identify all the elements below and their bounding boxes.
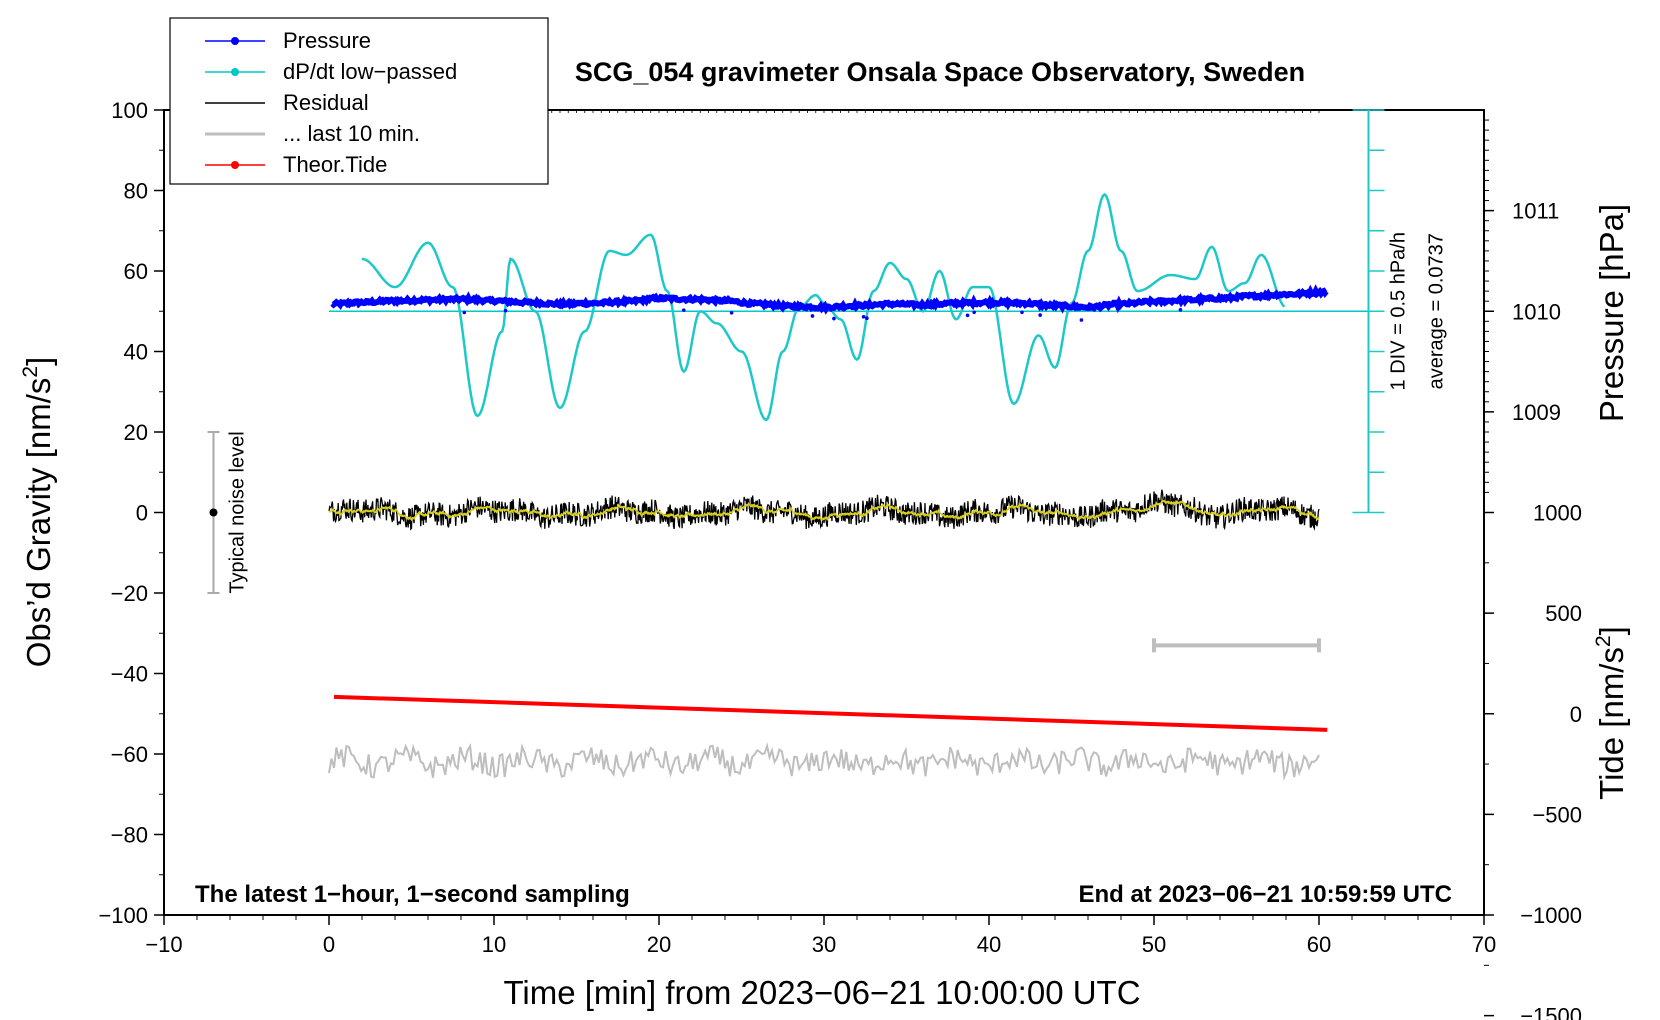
y-tick-label: −100 bbox=[98, 903, 148, 928]
legend-box bbox=[169, 17, 549, 185]
y-tick-label: −80 bbox=[111, 823, 148, 848]
noise-bar-dot bbox=[209, 508, 218, 517]
noise-label: Typical noise level bbox=[227, 431, 249, 593]
y-tick-label: −40 bbox=[111, 662, 148, 687]
legend: Pressure dP/dt low−passed Residual ... last… bbox=[169, 17, 549, 185]
tide-axis: −1500 −1000 −500 0 500 1000 bbox=[1484, 501, 1582, 1020]
x-axis-title: Time [min] from 2023−06−21 10:00:00 UTC bbox=[503, 974, 1140, 1011]
y-tick-label: 80 bbox=[124, 179, 148, 204]
x-tick-label: 70 bbox=[1472, 932, 1496, 957]
tide-title-main: Tide [nm/s bbox=[1593, 647, 1630, 800]
y-title-end: ] bbox=[20, 357, 57, 366]
pressure-axis: 1009 1010 1011 bbox=[1484, 119, 1561, 493]
pressure-dot bbox=[681, 308, 686, 312]
pressure-tick-label: 1010 bbox=[1512, 299, 1561, 324]
tide-tick-label: 500 bbox=[1545, 601, 1582, 626]
dpdt-scale-label: 1 DIV = 0.5 hPa/h bbox=[1388, 232, 1410, 390]
y-tick-label: 60 bbox=[124, 259, 148, 284]
pressure-dot bbox=[972, 310, 976, 315]
x-tick-label: 60 bbox=[1307, 932, 1331, 957]
x-tick-label: −10 bbox=[145, 932, 182, 957]
last-10-min-bar bbox=[1152, 638, 1321, 653]
dpdt-scale-bar bbox=[1352, 109, 1385, 514]
annotation-bottom-right: End at 2023−06−21 10:59:59 UTC bbox=[1078, 881, 1452, 908]
pressure-dot bbox=[1079, 318, 1084, 322]
tide-axis-title: Tide [nm/s2] bbox=[1592, 626, 1630, 800]
pressure-dot bbox=[1178, 308, 1183, 312]
y-tick-label: 40 bbox=[124, 340, 148, 365]
tide-tick-label: −500 bbox=[1532, 802, 1582, 827]
legend-label: ... last 10 min. bbox=[283, 121, 420, 146]
x-tick-label: 30 bbox=[812, 932, 836, 957]
pressure-series bbox=[330, 284, 1329, 315]
legend-label: Theor.Tide bbox=[283, 152, 387, 177]
y-axis-title-left: Obs’d Gravity [nm/s2] bbox=[19, 357, 57, 668]
dpdt-series bbox=[361, 192, 1286, 422]
pressure-outlier-dots bbox=[462, 308, 1183, 322]
pressure-dot bbox=[810, 314, 815, 318]
tide-title-sup: 2 bbox=[1592, 635, 1615, 647]
x-axis: −10 0 10 20 30 40 50 60 70 bbox=[145, 110, 1496, 957]
pressure-dot bbox=[965, 313, 970, 318]
residual-smoothed bbox=[328, 499, 1320, 522]
pressure-dot bbox=[503, 308, 508, 313]
tide-series bbox=[333, 694, 1328, 732]
residual-series bbox=[328, 489, 1320, 531]
dpdt-average-label: average = 0.0737 bbox=[1426, 233, 1448, 389]
noise-bar bbox=[207, 431, 220, 594]
x-tick-label: 50 bbox=[1142, 932, 1166, 957]
x-tick-label: 40 bbox=[977, 932, 1001, 957]
legend-label: dP/dt low−passed bbox=[283, 59, 457, 84]
legend-marker bbox=[231, 161, 239, 169]
tide-tick-label: −1000 bbox=[1520, 903, 1582, 928]
y-title-sup: 2 bbox=[19, 366, 42, 378]
pressure-dot bbox=[729, 311, 734, 315]
x-tick-label: 0 bbox=[323, 932, 335, 957]
legend-label: Residual bbox=[283, 90, 369, 115]
last-10-min-series bbox=[328, 742, 1320, 781]
chart-title: SCG_054 gravimeter Onsala Space Observat… bbox=[575, 57, 1305, 87]
y-tick-label: 100 bbox=[111, 98, 148, 123]
pressure-dot bbox=[1038, 313, 1042, 317]
tide-tick-label: 1000 bbox=[1533, 501, 1582, 526]
pressure-axis-title: Pressure [hPa] bbox=[1593, 204, 1630, 422]
y-axis-left: −100 −80 −60 −40 −20 0 20 40 60 80 100 bbox=[98, 98, 164, 928]
tide-tick-label: 0 bbox=[1570, 702, 1582, 727]
y-tick-label: −60 bbox=[111, 742, 148, 767]
legend-marker bbox=[231, 68, 239, 76]
pressure-tick-label: 1011 bbox=[1512, 199, 1559, 224]
tide-tick-label: −1500 bbox=[1520, 1004, 1582, 1020]
pressure-dot bbox=[832, 316, 836, 321]
legend-label: Pressure bbox=[283, 28, 371, 53]
y-tick-label: 20 bbox=[124, 420, 148, 445]
pressure-tick-label: 1009 bbox=[1512, 400, 1561, 425]
pressure-dot bbox=[462, 310, 467, 315]
x-tick-label: 10 bbox=[482, 932, 506, 957]
y-title-main: Obs’d Gravity [nm/s bbox=[20, 378, 57, 668]
pressure-dot bbox=[1020, 310, 1024, 315]
pressure-dot bbox=[865, 316, 869, 321]
annotation-bottom-left: The latest 1−hour, 1−second sampling bbox=[195, 881, 630, 908]
tide-title-end: ] bbox=[1593, 626, 1630, 635]
legend-marker bbox=[231, 37, 239, 45]
y-tick-label: −20 bbox=[111, 581, 148, 606]
pressure-dot bbox=[861, 314, 866, 319]
y-tick-label: 0 bbox=[136, 501, 148, 526]
x-tick-label: 20 bbox=[647, 932, 671, 957]
